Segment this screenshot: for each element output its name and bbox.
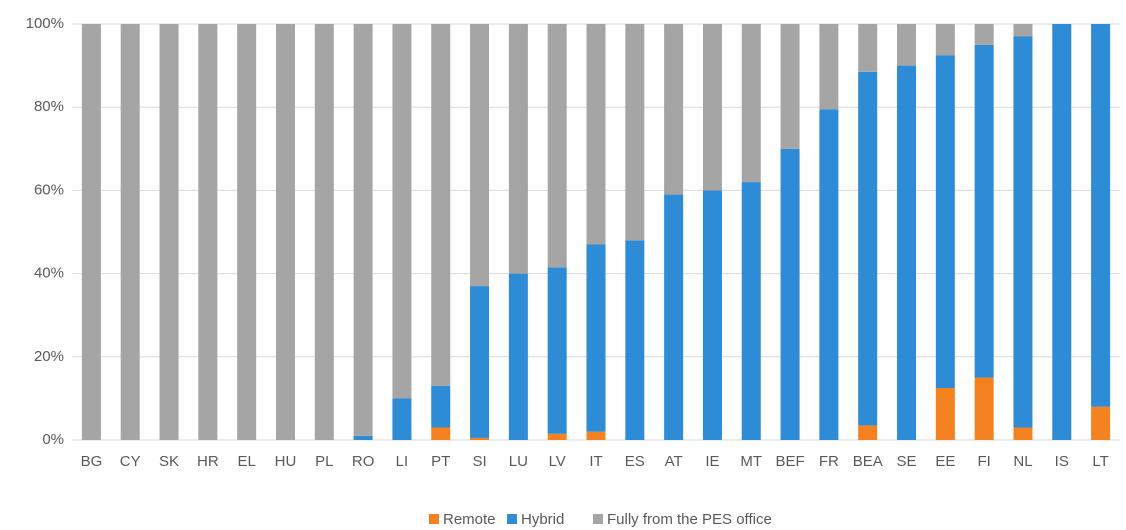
- legend-swatch: [507, 514, 517, 524]
- bar-segment: [1091, 24, 1111, 407]
- bar-segment: [547, 433, 567, 440]
- x-tick-label: LU: [509, 453, 528, 470]
- y-tick-label: 40%: [34, 265, 64, 282]
- bar-segment: [275, 24, 295, 440]
- bar-segment: [819, 109, 839, 440]
- bar-segment: [702, 24, 722, 191]
- bar-segment: [392, 398, 412, 440]
- legend-label: Fully from the PES office: [607, 511, 772, 528]
- bar-segment: [819, 24, 839, 110]
- bar-segment: [81, 24, 101, 440]
- bar-segment: [974, 24, 994, 45]
- bar-segment: [586, 244, 606, 432]
- x-tick-label: BEA: [853, 453, 883, 470]
- x-tick-label: PL: [315, 453, 333, 470]
- bar-segment: [858, 24, 878, 72]
- bar-segment: [974, 44, 994, 378]
- bar-segment: [858, 425, 878, 440]
- legend-label: Hybrid: [521, 511, 564, 528]
- bar-segment: [858, 71, 878, 426]
- bar-segment: [780, 148, 800, 441]
- bar-segment: [897, 24, 917, 66]
- x-tick-label: SI: [472, 453, 486, 470]
- legend-label: Remote: [443, 511, 496, 528]
- bar-segment: [431, 385, 451, 428]
- bar-segment: [702, 190, 722, 440]
- x-tick-label: IT: [589, 453, 602, 470]
- bar-segment: [508, 24, 528, 274]
- bar-segment: [508, 273, 528, 440]
- x-tick-label: LI: [396, 453, 409, 470]
- bar-segment: [664, 24, 684, 195]
- bar-segment: [431, 24, 451, 386]
- x-tick-label: FR: [819, 453, 839, 470]
- bar-segment: [1052, 24, 1072, 440]
- y-tick-label: 80%: [34, 98, 64, 115]
- bar-segment: [198, 24, 218, 440]
- bar-segment: [586, 24, 606, 245]
- bar-segment: [470, 437, 490, 440]
- y-tick-label: 100%: [26, 15, 64, 32]
- x-tick-label: SE: [897, 453, 917, 470]
- legend-swatch: [429, 514, 439, 524]
- x-tick-label: LV: [549, 453, 566, 470]
- bar-segment: [547, 24, 567, 268]
- bar-segment: [431, 427, 451, 440]
- bar-segment: [935, 55, 955, 388]
- x-tick-label: ES: [625, 453, 645, 470]
- bar-segment: [897, 65, 917, 440]
- x-tick-label: HR: [197, 453, 219, 470]
- x-tick-label: CY: [120, 453, 141, 470]
- legend-swatch: [593, 514, 603, 524]
- bar-segment: [314, 24, 334, 440]
- x-tick-label: EL: [237, 453, 255, 470]
- y-tick-label: 0%: [42, 431, 64, 448]
- bar-segment: [547, 267, 567, 434]
- x-tick-label: RO: [352, 453, 375, 470]
- bar-segment: [470, 24, 490, 287]
- x-tick-label: FI: [977, 453, 990, 470]
- x-tick-label: MT: [740, 453, 762, 470]
- x-tick-label: HU: [275, 453, 297, 470]
- bar-segment: [741, 24, 761, 183]
- x-tick-label: PT: [431, 453, 450, 470]
- bar-segment: [780, 24, 800, 149]
- x-tick-label: IS: [1055, 453, 1069, 470]
- x-tick-label: SK: [159, 453, 179, 470]
- bar-segment: [625, 24, 645, 241]
- bar-segment: [470, 286, 490, 438]
- y-tick-label: 60%: [34, 181, 64, 198]
- bar-segment: [586, 431, 606, 440]
- bar-segment: [353, 435, 373, 440]
- bar-segment: [1013, 427, 1033, 440]
- bar-segment: [353, 24, 373, 436]
- x-tick-label: BEF: [775, 453, 804, 470]
- bar-segment: [1091, 406, 1111, 440]
- bar-segment: [625, 240, 645, 440]
- bar-segment: [664, 194, 684, 440]
- x-tick-label: LT: [1092, 453, 1108, 470]
- bar-segment: [741, 182, 761, 440]
- x-tick-label: IE: [705, 453, 719, 470]
- y-tick-label: 20%: [34, 348, 64, 365]
- x-tick-label: BG: [81, 453, 103, 470]
- x-tick-label: AT: [665, 453, 683, 470]
- bar-segment: [974, 377, 994, 440]
- bar-segment: [120, 24, 140, 440]
- bar-segment: [392, 24, 412, 399]
- x-tick-label: EE: [935, 453, 955, 470]
- bar-segment: [935, 24, 955, 56]
- bar-segment: [159, 24, 179, 440]
- bar-segment: [237, 24, 257, 440]
- bar-segment: [935, 388, 955, 440]
- bar-segment: [1013, 24, 1033, 37]
- bar-segment: [1013, 36, 1033, 428]
- x-tick-label: NL: [1013, 453, 1032, 470]
